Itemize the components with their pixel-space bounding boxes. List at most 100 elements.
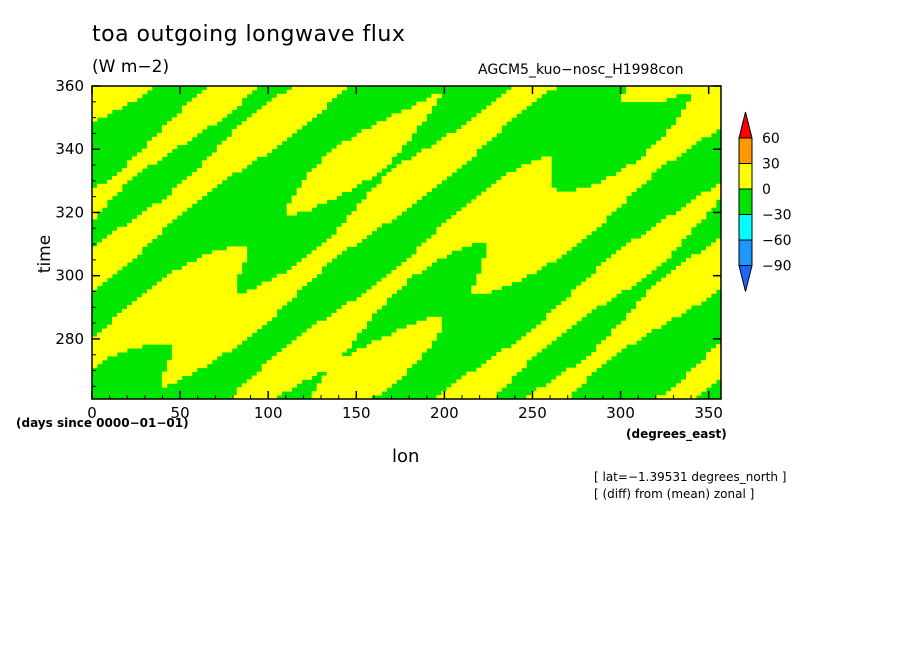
heatmap-cell: [491, 195, 497, 200]
heatmap-cell: [586, 226, 592, 232]
heatmap-cell: [696, 132, 702, 138]
heatmap-cell: [506, 211, 512, 216]
heatmap-cell: [146, 211, 153, 216]
heatmap-cell: [431, 172, 437, 177]
heatmap-cell: [601, 219, 607, 224]
heatmap-cell: [686, 375, 692, 380]
heatmap-cell: [271, 97, 278, 103]
heatmap-cell: [581, 281, 587, 286]
heatmap-cell: [331, 328, 338, 333]
heatmap-cell: [591, 363, 597, 369]
heatmap-cell: [526, 352, 532, 357]
heatmap-cell: [466, 215, 472, 220]
heatmap-cell: [286, 97, 293, 103]
heatmap-cell: [206, 168, 213, 173]
heatmap-cell: [671, 289, 677, 294]
heatmap-cell: [506, 238, 512, 243]
heatmap-cell: [211, 86, 218, 91]
heatmap-cell: [556, 332, 562, 337]
heatmap-cell: [206, 293, 213, 298]
heatmap-cell: [196, 363, 203, 369]
heatmap-cell: [536, 391, 542, 396]
heatmap-cell: [501, 226, 507, 232]
heatmap-cell: [211, 97, 218, 103]
heatmap-cell: [191, 195, 198, 200]
heatmap-cell: [196, 97, 203, 103]
heatmap-cell: [411, 199, 417, 204]
heatmap-cell: [211, 348, 218, 353]
heatmap-cell: [361, 305, 367, 310]
heatmap-cell: [671, 219, 677, 224]
heatmap-cell: [426, 316, 432, 322]
heatmap-cell: [241, 121, 248, 126]
heatmap-cell: [101, 262, 108, 267]
heatmap-cell: [471, 285, 477, 290]
heatmap-cell: [481, 289, 487, 294]
heatmap-cell: [441, 160, 447, 165]
heatmap-cell: [691, 109, 697, 114]
heatmap-cell: [501, 238, 507, 243]
heatmap-cell: [351, 175, 357, 181]
heatmap-cell: [92, 352, 98, 357]
heatmap-cell: [221, 93, 228, 99]
heatmap-cell: [201, 359, 208, 365]
heatmap-cell: [391, 379, 397, 384]
heatmap-cell: [396, 375, 402, 380]
heatmap-cell: [711, 375, 717, 380]
heatmap-cell: [711, 359, 717, 365]
heatmap-cell: [681, 211, 687, 216]
heatmap-cell: [176, 363, 183, 369]
heatmap-cell: [401, 129, 407, 134]
heatmap-cell: [236, 391, 243, 396]
heatmap-cell: [401, 340, 407, 345]
heatmap-cell: [546, 164, 552, 169]
heatmap-cell: [536, 328, 542, 333]
heatmap-cell: [246, 89, 253, 95]
heatmap-cell: [161, 324, 168, 329]
heatmap-cell: [286, 281, 293, 286]
heatmap-cell: [141, 86, 148, 91]
heatmap-cell: [241, 387, 248, 392]
heatmap-cell: [531, 203, 537, 208]
heatmap-cell: [526, 164, 532, 169]
heatmap-cell: [616, 273, 622, 279]
heatmap-cell: [706, 132, 712, 138]
heatmap-cell: [296, 371, 303, 376]
heatmap-cell: [231, 160, 238, 165]
heatmap-cell: [106, 238, 113, 243]
heatmap-cell: [701, 258, 707, 263]
heatmap-cell: [501, 258, 507, 263]
heatmap-cell: [646, 265, 652, 271]
heatmap-cell: [446, 222, 452, 228]
heatmap-cell: [686, 379, 692, 384]
heatmap-cell: [146, 152, 153, 157]
heatmap-cell: [171, 125, 178, 130]
heatmap-cell: [361, 199, 367, 204]
heatmap-cell: [211, 168, 218, 173]
heatmap-cell: [536, 203, 542, 208]
heatmap-cell: [171, 359, 178, 365]
heatmap-cell: [266, 101, 273, 106]
heatmap-cell: [321, 359, 328, 365]
heatmap-cell: [471, 219, 477, 224]
heatmap-cell: [276, 391, 283, 396]
heatmap-cell: [596, 191, 602, 196]
heatmap-cell: [581, 363, 587, 369]
heatmap-cell: [471, 383, 477, 388]
heatmap-cell: [711, 281, 717, 286]
heatmap-cell: [126, 226, 133, 232]
heatmap-cell: [691, 289, 697, 294]
heatmap-cell: [436, 175, 442, 181]
heatmap-cell: [326, 93, 333, 99]
heatmap-cell: [601, 344, 607, 349]
heatmap-cell: [621, 195, 627, 200]
heatmap-cell: [181, 328, 188, 333]
heatmap-cell: [166, 332, 173, 337]
heatmap-cell: [211, 332, 218, 337]
heatmap-cell: [326, 352, 333, 357]
heatmap-cell: [106, 324, 113, 329]
heatmap-cell: [621, 262, 627, 267]
heatmap-cell: [191, 312, 198, 318]
heatmap-cell: [516, 109, 522, 114]
heatmap-cell: [686, 387, 692, 392]
